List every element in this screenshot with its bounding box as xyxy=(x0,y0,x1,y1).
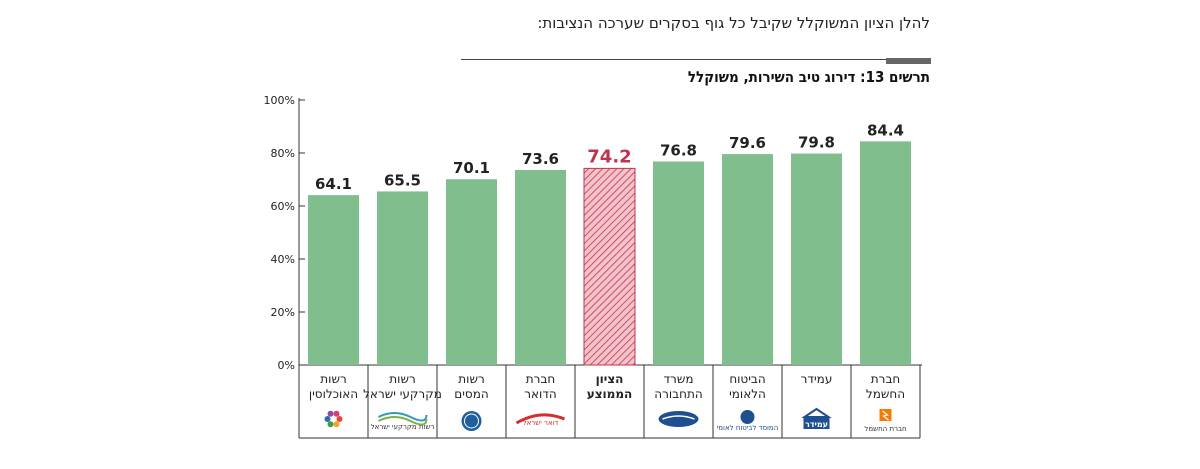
y-tick-label: 0% xyxy=(278,359,295,372)
amidar-logo: עמידר xyxy=(801,407,832,429)
bar-value-label: 65.5 xyxy=(384,171,421,189)
bar xyxy=(791,153,842,365)
transport-ministry-logo xyxy=(658,411,699,427)
israel-post-logo: דואר ישראל xyxy=(515,413,566,427)
y-tick-label: 20% xyxy=(271,306,295,319)
y-tick-label: 60% xyxy=(271,200,295,213)
bar-value-label: 74.2 xyxy=(587,146,631,167)
bar xyxy=(515,169,566,365)
category-label: הדואר xyxy=(524,387,556,401)
category-label: החשמל xyxy=(866,387,905,401)
bar-value-label: 70.1 xyxy=(453,159,490,177)
svg-text:עמידר: עמידר xyxy=(805,420,828,429)
category-label: המסים xyxy=(454,387,488,401)
chart-title: תרשים 13: דירוג טיב השירות, משוקלל xyxy=(687,68,930,86)
y-tick-label: 40% xyxy=(271,253,295,266)
category-label: משרד xyxy=(664,372,694,386)
category-label: התחבורה xyxy=(654,387,702,401)
y-tick-label: 100% xyxy=(264,94,295,107)
bar-value-label: 79.6 xyxy=(729,134,766,152)
bar xyxy=(446,179,497,365)
svg-text:המוסד לביטוח לאומי: המוסד לביטוח לאומי xyxy=(717,424,779,432)
bar-value-label: 84.4 xyxy=(867,121,904,139)
category-label: האוכלוסין xyxy=(309,387,358,401)
svg-text:דואר ישראל: דואר ישראל xyxy=(523,419,559,427)
category-label: הלאומי xyxy=(729,387,766,401)
bar-value-label: 76.8 xyxy=(660,141,697,159)
category-label: חברת xyxy=(871,372,900,386)
category-label: הממוצע xyxy=(587,387,633,401)
intro-text: להלן הציון המשוקלל שקיבל כל גוף בסקרים ש… xyxy=(537,14,930,32)
bar xyxy=(377,191,428,365)
bar-value-label: 73.6 xyxy=(522,150,559,168)
category-label: מקרקעי ישראל xyxy=(363,387,442,401)
bar xyxy=(653,161,704,365)
category-label: עמידר xyxy=(801,372,833,386)
land-authority-logo: רשות מקרקעי ישראל xyxy=(371,412,435,431)
category-label: רשות xyxy=(389,372,415,386)
category-label: הביטוח xyxy=(729,372,765,386)
svg-text:חברת החשמל: חברת החשמל xyxy=(864,425,906,433)
bar-value-label: 64.1 xyxy=(315,175,352,193)
bar xyxy=(722,154,773,365)
title-rule xyxy=(461,59,931,60)
category-label: רשות xyxy=(458,372,484,386)
population-authority-logo xyxy=(324,410,343,428)
svg-text:רשות מקרקעי ישראל: רשות מקרקעי ישראל xyxy=(371,423,435,431)
tax-authority-logo xyxy=(461,411,482,431)
y-tick-label: 80% xyxy=(271,147,295,160)
category-label: רשות xyxy=(320,372,346,386)
bar-average xyxy=(583,167,636,366)
category-label: הציון xyxy=(596,372,624,386)
national-insurance-logo: המוסד לביטוח לאומי xyxy=(717,410,779,432)
category-label: חברת xyxy=(526,372,555,386)
bar-value-label: 79.8 xyxy=(798,134,835,152)
electric-company-logo: חברת החשמל xyxy=(864,409,907,433)
bar xyxy=(308,195,359,365)
bar xyxy=(860,141,911,365)
title-rule-accent xyxy=(886,58,931,64)
